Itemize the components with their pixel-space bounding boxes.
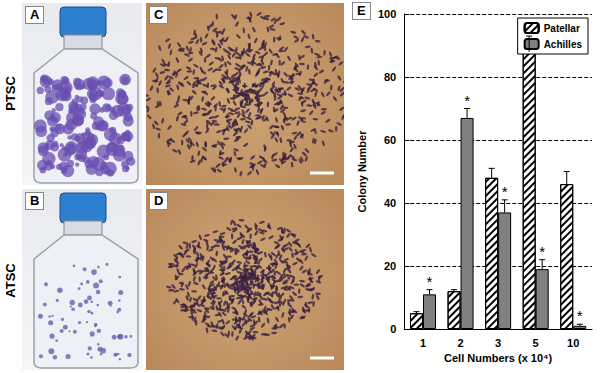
svg-text:*: *	[502, 183, 508, 200]
svg-text:Achilles: Achilles	[544, 39, 583, 50]
svg-text:5: 5	[533, 337, 539, 349]
svg-text:Patellar: Patellar	[544, 23, 580, 34]
svg-text:*: *	[427, 273, 433, 290]
html-text:D: D	[154, 193, 164, 208]
html-text:PTSC: PTSC	[2, 75, 18, 111]
svg-text:Cell Numbers (x 10⁴): Cell Numbers (x 10⁴)	[444, 352, 552, 364]
svg-text:1: 1	[420, 337, 426, 349]
svg-text:*: *	[539, 243, 545, 260]
svg-text:*: *	[464, 92, 470, 109]
html-text:A: A	[30, 7, 40, 22]
svg-text:Colony Number: Colony Number	[356, 130, 368, 213]
svg-text:80: 80	[384, 71, 396, 83]
svg-text:60: 60	[384, 134, 396, 146]
svg-text:10: 10	[567, 337, 579, 349]
svg-text:0: 0	[390, 323, 396, 335]
html-text:E: E	[357, 3, 366, 18]
svg-text:3: 3	[495, 337, 501, 349]
svg-text:100: 100	[378, 8, 396, 20]
svg-text:40: 40	[384, 197, 396, 209]
html-text:C: C	[154, 7, 164, 22]
html-text:B: B	[30, 193, 40, 208]
html-text:ATSC: ATSC	[2, 262, 18, 298]
svg-text:20: 20	[384, 260, 396, 272]
svg-text:2: 2	[458, 337, 464, 349]
svg-text:*: *	[577, 307, 583, 324]
